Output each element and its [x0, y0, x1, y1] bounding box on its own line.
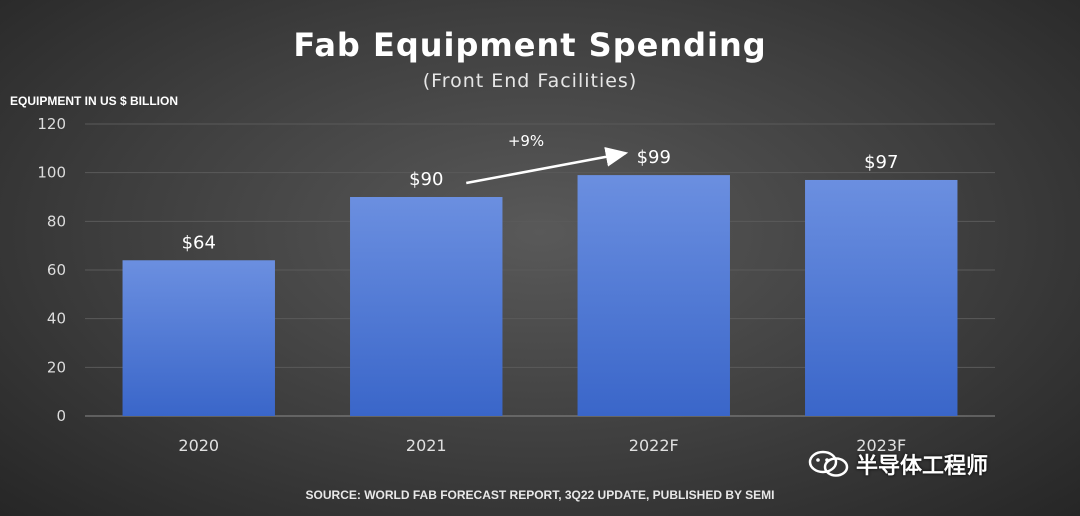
growth-arrow — [466, 146, 629, 185]
data-label: $64 — [182, 232, 216, 253]
bar-2023F — [805, 179, 958, 416]
y-tick-label: 120 — [37, 115, 66, 133]
wechat-icon — [808, 449, 850, 479]
y-tick-label: 60 — [47, 261, 66, 279]
x-tick-label: 2022F — [629, 436, 679, 455]
y-tick-label: 20 — [47, 358, 66, 376]
y-tick-label: 100 — [37, 164, 66, 182]
y-tick-label: 40 — [47, 310, 66, 328]
growth-label: +9% — [508, 132, 544, 150]
data-label: $90 — [409, 169, 443, 190]
y-tick-label: 0 — [56, 407, 66, 425]
bar-2021 — [350, 197, 503, 416]
y-axis-label: EQUIPMENT IN US $ BILLION — [10, 94, 179, 108]
source-note: SOURCE: WORLD FAB FORECAST REPORT, 3Q22 … — [305, 488, 775, 502]
y-tick-label: 80 — [47, 212, 66, 230]
bar-2020 — [122, 260, 275, 416]
watermark: 半导体工程师 — [808, 448, 988, 480]
chart-subtitle: (Front End Facilities) — [422, 70, 638, 92]
x-tick-label: 2021 — [406, 436, 447, 455]
bar-2022F — [577, 175, 730, 416]
chart-title: Fab Equipment Spending — [293, 26, 767, 64]
x-tick-label: 2020 — [178, 436, 219, 455]
data-label: $99 — [637, 147, 671, 168]
watermark-text: 半导体工程师 — [856, 454, 989, 479]
data-label: $97 — [864, 152, 898, 173]
x-tick-label: 2023F — [856, 436, 906, 455]
